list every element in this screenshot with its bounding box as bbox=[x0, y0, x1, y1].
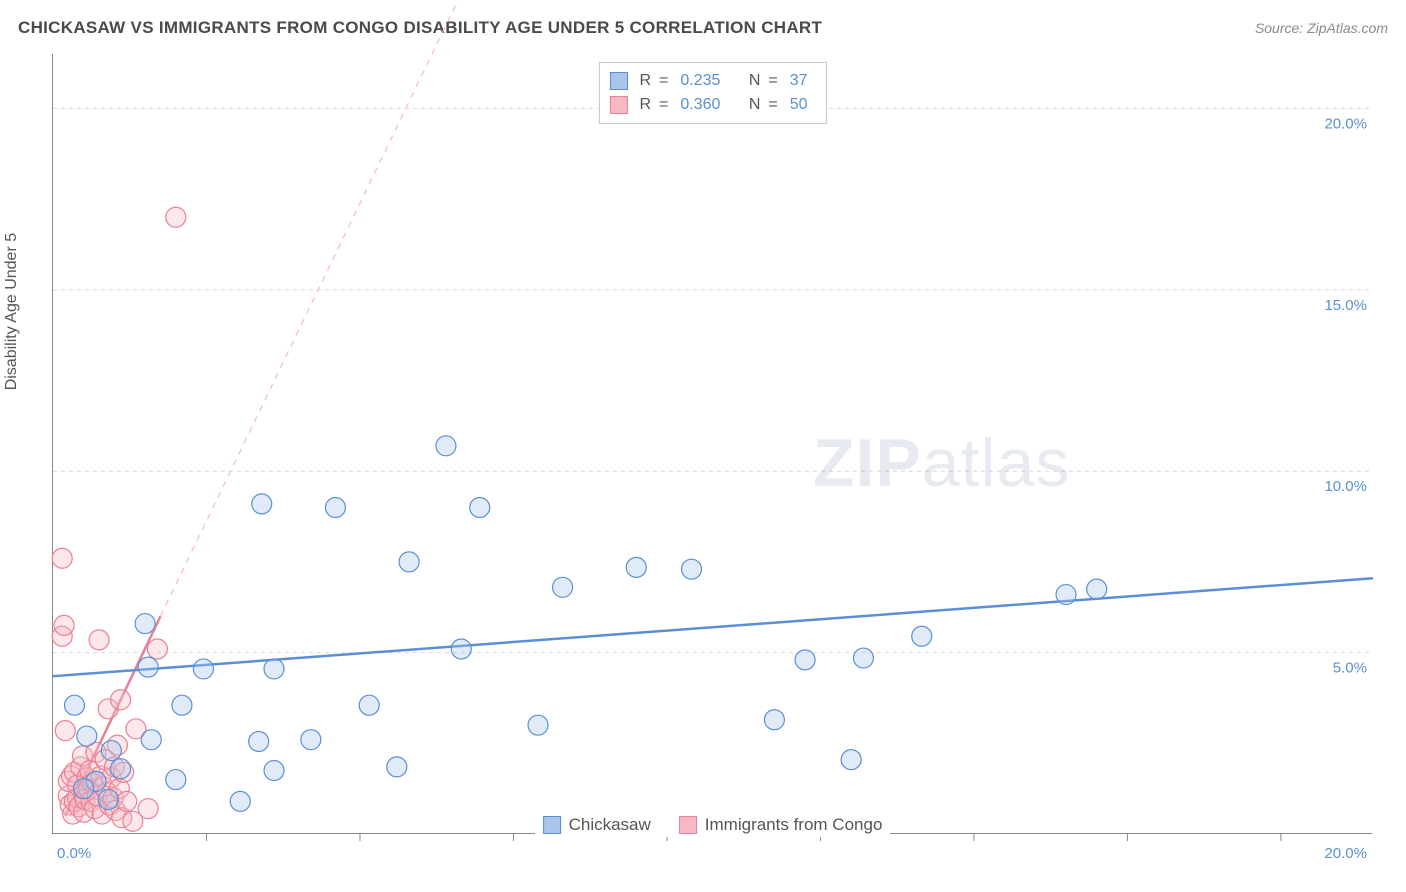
data-point-s2 bbox=[117, 791, 137, 811]
data-point-s1 bbox=[553, 577, 573, 597]
data-point-s1 bbox=[436, 436, 456, 456]
data-point-s1 bbox=[166, 770, 186, 790]
r-label-s2: R bbox=[639, 93, 651, 117]
y-tick-label: 5.0% bbox=[1333, 660, 1367, 677]
data-point-s1 bbox=[101, 741, 121, 761]
bottom-legend: Chickasaw Immigrants from Congo bbox=[535, 813, 891, 837]
chart-svg: 5.0%10.0%15.0%20.0%0.0%20.0% bbox=[53, 54, 1372, 833]
data-point-s1 bbox=[399, 552, 419, 572]
data-point-s1 bbox=[912, 626, 932, 646]
data-point-s1 bbox=[853, 648, 873, 668]
data-point-s1 bbox=[359, 695, 379, 715]
data-point-s2 bbox=[54, 615, 74, 635]
stats-row-s1: R = 0.235 N = 37 bbox=[609, 69, 811, 93]
data-point-s1 bbox=[230, 791, 250, 811]
plot-container: Disability Age Under 5 5.0%10.0%15.0%20.… bbox=[16, 50, 1390, 870]
data-point-s1 bbox=[98, 790, 118, 810]
data-point-s1 bbox=[451, 639, 471, 659]
data-point-s1 bbox=[249, 731, 269, 751]
data-point-s1 bbox=[387, 757, 407, 777]
data-point-s1 bbox=[141, 730, 161, 750]
r-value-s1: 0.235 bbox=[680, 69, 720, 93]
chart-source: Source: ZipAtlas.com bbox=[1255, 20, 1388, 36]
trendline-s2-dash bbox=[160, 0, 581, 616]
n-value-s1: 37 bbox=[790, 69, 808, 93]
data-point-s1 bbox=[528, 715, 548, 735]
data-point-s1 bbox=[193, 659, 213, 679]
data-point-s2 bbox=[52, 548, 72, 568]
plot-area: 5.0%10.0%15.0%20.0%0.0%20.0% ZIPatlas R … bbox=[52, 54, 1372, 834]
stats-row-s2: R = 0.360 N = 50 bbox=[609, 93, 811, 117]
legend-label-s1: Chickasaw bbox=[569, 815, 651, 835]
data-point-s1 bbox=[74, 779, 94, 799]
n-value-s2: 50 bbox=[790, 93, 808, 117]
eq-s2a: = bbox=[659, 93, 668, 117]
legend-label-s2: Immigrants from Congo bbox=[705, 815, 883, 835]
chart-title: CHICKASAW VS IMMIGRANTS FROM CONGO DISAB… bbox=[18, 18, 822, 38]
data-point-s1 bbox=[1087, 579, 1107, 599]
data-point-s1 bbox=[264, 761, 284, 781]
swatch-s2 bbox=[609, 96, 627, 114]
data-point-s1 bbox=[682, 559, 702, 579]
stats-legend: R = 0.235 N = 37 R = 0.360 N = 50 bbox=[598, 62, 826, 124]
chart-header: CHICKASAW VS IMMIGRANTS FROM CONGO DISAB… bbox=[18, 18, 1388, 38]
legend-item-s2: Immigrants from Congo bbox=[679, 815, 883, 835]
data-point-s2 bbox=[111, 690, 131, 710]
data-point-s1 bbox=[470, 497, 490, 517]
swatch-s1 bbox=[609, 72, 627, 90]
data-point-s1 bbox=[64, 695, 84, 715]
data-point-s2 bbox=[55, 721, 75, 741]
data-point-s1 bbox=[172, 695, 192, 715]
data-point-s1 bbox=[264, 659, 284, 679]
data-point-s1 bbox=[325, 497, 345, 517]
legend-swatch-s2 bbox=[679, 816, 697, 834]
data-point-s1 bbox=[626, 557, 646, 577]
legend-swatch-s1 bbox=[543, 816, 561, 834]
data-point-s1 bbox=[301, 730, 321, 750]
y-axis-label: Disability Age Under 5 bbox=[3, 233, 21, 390]
data-point-s1 bbox=[77, 726, 97, 746]
y-tick-label: 20.0% bbox=[1324, 115, 1367, 132]
data-point-s1 bbox=[252, 494, 272, 514]
data-point-s2 bbox=[166, 207, 186, 227]
r-label-s1: R bbox=[639, 69, 651, 93]
data-point-s1 bbox=[764, 710, 784, 730]
data-point-s1 bbox=[135, 614, 155, 634]
eq-s1a: = bbox=[659, 69, 668, 93]
y-tick-label: 10.0% bbox=[1324, 478, 1367, 495]
trendline-s1 bbox=[53, 578, 1373, 676]
eq-s1b: = bbox=[768, 69, 777, 93]
data-point-s1 bbox=[138, 657, 158, 677]
data-point-s2 bbox=[89, 630, 109, 650]
data-point-s1 bbox=[111, 759, 131, 779]
data-point-s1 bbox=[841, 750, 861, 770]
data-point-s2 bbox=[147, 639, 167, 659]
y-tick-label: 15.0% bbox=[1324, 297, 1367, 314]
eq-s2b: = bbox=[768, 93, 777, 117]
r-value-s2: 0.360 bbox=[680, 93, 720, 117]
x-origin-label: 0.0% bbox=[57, 845, 91, 862]
x-max-label: 20.0% bbox=[1324, 845, 1367, 862]
data-point-s1 bbox=[795, 650, 815, 670]
data-point-s2 bbox=[138, 799, 158, 819]
n-label-s2: N bbox=[749, 93, 761, 117]
legend-item-s1: Chickasaw bbox=[543, 815, 651, 835]
n-label-s1: N bbox=[749, 69, 761, 93]
data-point-s1 bbox=[1056, 585, 1076, 605]
